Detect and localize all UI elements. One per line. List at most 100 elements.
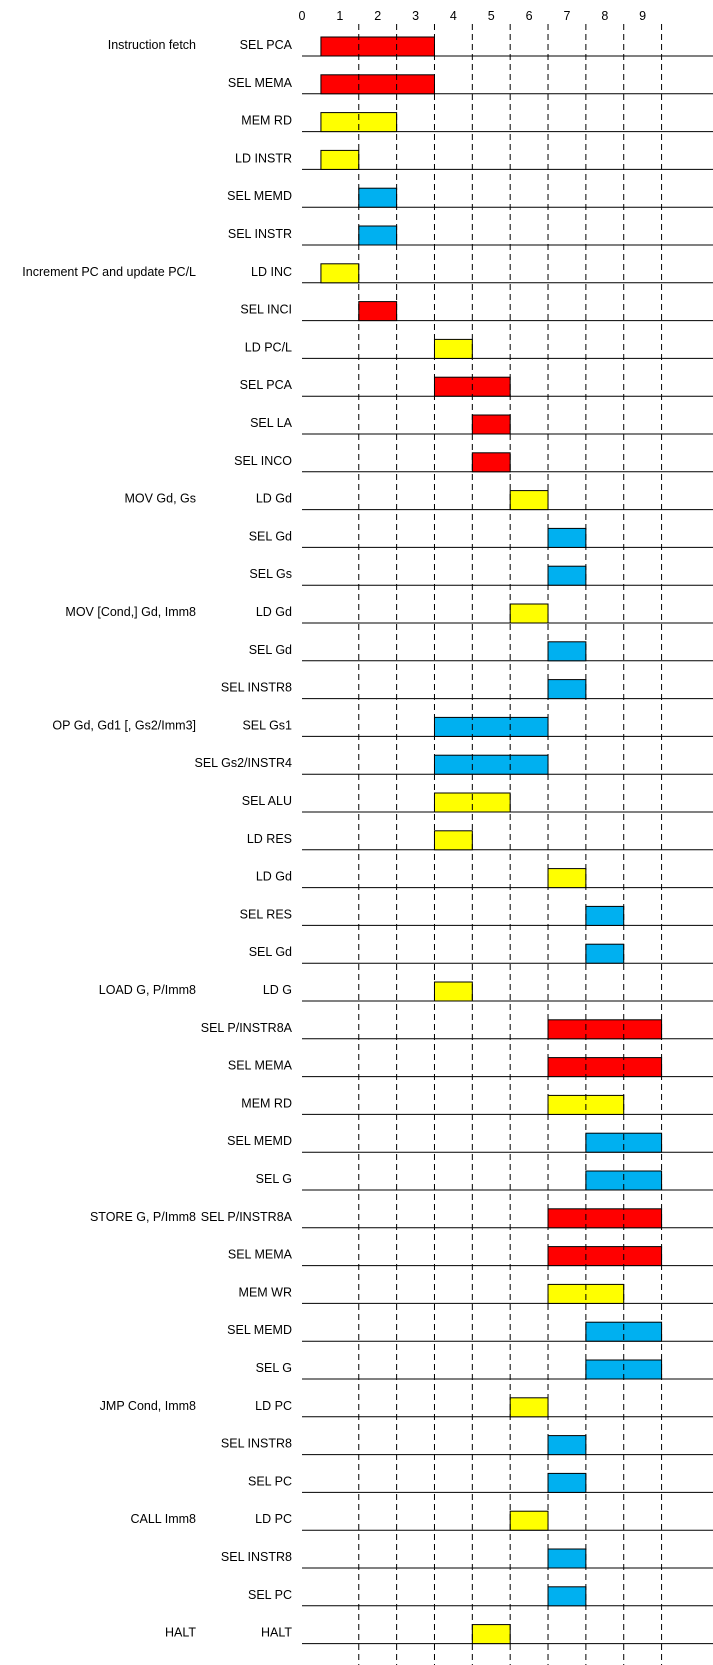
signal-bar	[547, 527, 587, 548]
signal-bar	[547, 565, 587, 586]
signal-label: SEL G	[256, 1361, 292, 1375]
row-baselines	[302, 55, 713, 1645]
signal-bar	[320, 112, 398, 133]
signal-bar	[585, 1170, 663, 1191]
time-gridlines	[358, 24, 663, 1665]
signal-label: LD Gd	[256, 870, 292, 884]
signal-bar	[358, 301, 398, 322]
signal-label: SEL Gd	[249, 643, 292, 657]
signal-label: HALT	[261, 1626, 292, 1640]
signal-bar	[547, 641, 587, 662]
time-tick-5: 5	[488, 9, 495, 23]
instruction-group-label: MOV [Cond,] Gd, Imm8	[65, 605, 196, 619]
time-tick-7: 7	[563, 9, 570, 23]
signal-bar	[509, 1510, 549, 1531]
signal-label: SEL PCA	[240, 378, 293, 392]
signal-label: SEL LA	[250, 416, 293, 430]
signal-bar	[471, 414, 511, 435]
signal-bar	[433, 792, 511, 813]
instruction-group-label: MOV Gd, Gs	[124, 492, 196, 506]
signal-bars	[320, 36, 663, 1645]
signal-bar	[547, 1548, 587, 1569]
instruction-group-label: STORE G, P/Imm8	[90, 1210, 196, 1224]
signal-label: SEL INCO	[234, 454, 292, 468]
time-tick-1: 1	[336, 9, 343, 23]
signal-label: LD PC	[255, 1399, 292, 1413]
signal-label: LD PC	[255, 1512, 292, 1526]
signal-label: LD G	[263, 983, 292, 997]
signal-bar	[585, 905, 625, 926]
instruction-group-label: Instruction fetch	[108, 38, 196, 52]
signal-bar	[320, 36, 435, 57]
signal-label: SEL Gs	[249, 567, 292, 581]
signal-label: SEL INCI	[240, 303, 292, 317]
signal-label: SEL P/INSTR8A	[201, 1021, 293, 1035]
signal-label: SEL P/INSTR8A	[201, 1210, 293, 1224]
time-axis: 0 1 2 3 4 5 6 7 8 9	[299, 9, 647, 23]
instruction-group-label: CALL Imm8	[130, 1512, 196, 1526]
signal-label: SEL Gd	[249, 945, 292, 959]
signal-label: LD RES	[247, 832, 292, 846]
signal-label: SEL INSTR8	[221, 1437, 292, 1451]
signal-bar	[547, 1019, 663, 1040]
signal-bar	[547, 1586, 587, 1607]
signal-label: LD Gd	[256, 492, 292, 506]
signal-bar	[547, 1472, 587, 1493]
signal-bar	[547, 868, 587, 889]
time-tick-4: 4	[450, 9, 457, 23]
signal-label: MEM RD	[241, 114, 292, 128]
signal-label: SEL RES	[240, 907, 292, 921]
signal-label: SEL ALU	[242, 794, 292, 808]
signal-bar	[509, 603, 549, 624]
time-tick-8: 8	[601, 9, 608, 23]
signal-bar	[320, 263, 360, 284]
signal-label: LD INC	[251, 265, 292, 279]
signal-label: LD Gd	[256, 605, 292, 619]
signal-bar	[509, 490, 549, 511]
signal-bar	[433, 716, 549, 737]
signal-bar	[358, 225, 398, 246]
time-tick-2: 2	[374, 9, 381, 23]
signal-label: SEL G	[256, 1172, 292, 1186]
signal-bar	[585, 1132, 663, 1153]
signal-label: SEL MEMA	[228, 1059, 293, 1073]
instruction-group-label: HALT	[165, 1626, 196, 1640]
signal-label: MEM WR	[239, 1285, 292, 1299]
signal-label: SEL INSTR8	[221, 681, 292, 695]
signal-bar	[433, 981, 473, 1002]
signal-bar	[547, 1208, 663, 1229]
instruction-group-label: JMP Cond, Imm8	[100, 1399, 196, 1413]
signal-label: SEL MEMD	[227, 189, 292, 203]
signal-bar	[433, 754, 549, 775]
signal-bar	[547, 1435, 587, 1456]
signal-bar	[547, 1057, 663, 1078]
signal-label: SEL MEMD	[227, 1323, 292, 1337]
signal-bar	[585, 1321, 663, 1342]
time-tick-6: 6	[526, 9, 533, 23]
signal-label: SEL PCA	[240, 38, 293, 52]
signal-label: SEL Gs1	[242, 718, 292, 732]
signal-label: MEM RD	[241, 1096, 292, 1110]
signal-bar	[433, 830, 473, 851]
signal-label: SEL Gs2/INSTR4	[195, 756, 293, 770]
signal-bar	[320, 74, 435, 95]
signal-label: SEL PC	[248, 1588, 292, 1602]
signal-label: SEL MEMA	[228, 1248, 293, 1262]
instruction-group-label: Increment PC and update PC/L	[22, 265, 196, 279]
signal-label: SEL MEMD	[227, 1134, 292, 1148]
row-labels: SEL PCA Instruction fetch SEL MEMA MEM RD LD…	[22, 38, 292, 1640]
signal-bar	[358, 187, 398, 208]
signal-label: SEL Gd	[249, 529, 292, 543]
signal-bar	[547, 679, 587, 700]
signal-label: SEL PC	[248, 1474, 292, 1488]
time-tick-3: 3	[412, 9, 419, 23]
signal-label: LD PC/L	[245, 340, 292, 354]
time-tick-9: 9	[639, 9, 646, 23]
signal-bar	[509, 1397, 549, 1418]
time-tick-0: 0	[299, 9, 306, 23]
signal-bar	[547, 1246, 663, 1267]
instruction-group-label: LOAD G, P/Imm8	[99, 983, 196, 997]
signal-bar	[471, 452, 511, 473]
signal-bar	[320, 149, 360, 170]
signal-label: SEL INSTR	[228, 227, 292, 241]
